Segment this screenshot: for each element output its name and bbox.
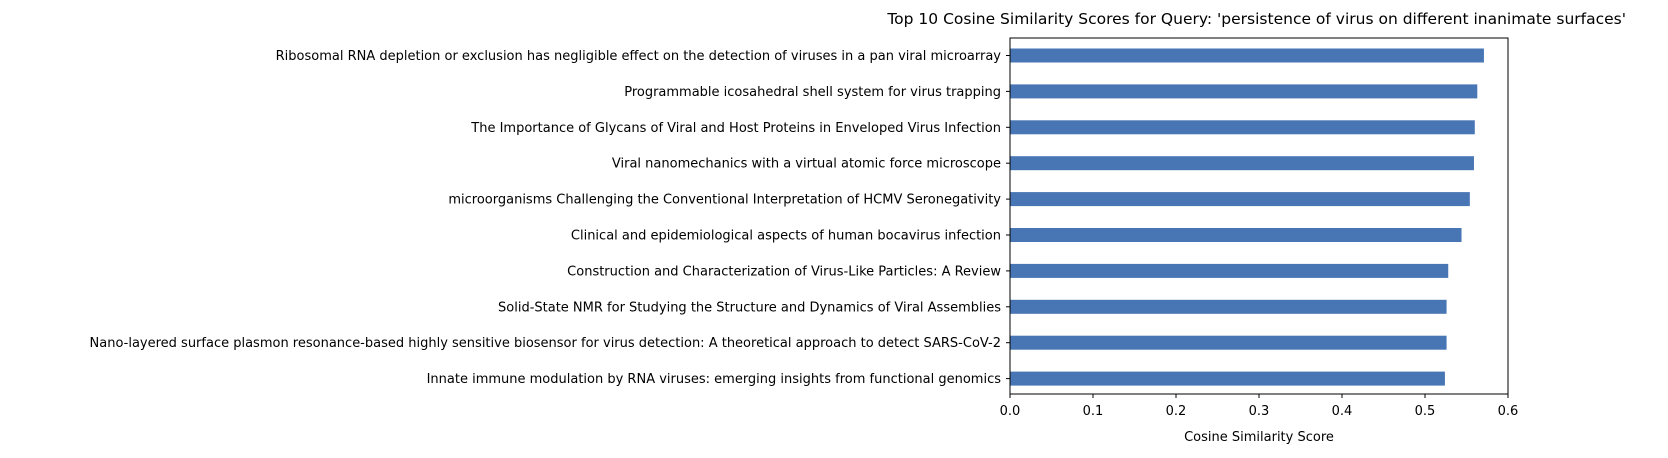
chart-title: Top 10 Cosine Similarity Scores for Quer… xyxy=(886,10,1626,28)
bar xyxy=(1010,299,1447,314)
bar xyxy=(1010,156,1474,171)
bar xyxy=(1010,371,1445,386)
bar xyxy=(1010,48,1484,63)
bar xyxy=(1010,192,1470,207)
category-label: Programmable icosahedral shell system fo… xyxy=(624,85,1001,100)
bar xyxy=(1010,263,1449,278)
category-label: Innate immune modulation by RNA viruses:… xyxy=(427,372,1002,387)
bars-group xyxy=(1010,48,1484,386)
category-label: microorganisms Challenging the Conventio… xyxy=(448,193,1001,208)
category-label: Viral nanomechanics with a virtual atomi… xyxy=(612,157,1001,172)
category-label: Ribosomal RNA depletion or exclusion has… xyxy=(276,49,1002,64)
category-label: Solid-State NMR for Studying the Structu… xyxy=(498,300,1001,315)
x-tick-label: 0.1 xyxy=(1083,404,1104,419)
bar xyxy=(1010,120,1475,135)
x-tick-label: 0.2 xyxy=(1166,404,1187,419)
bar xyxy=(1010,228,1462,242)
x-axis: 0.0 0.1 0.2 0.3 0.4 0.5 0.6 xyxy=(1000,394,1519,419)
category-label: Nano-layered surface plasmon resonance-b… xyxy=(90,336,1001,351)
x-tick-label: 0.3 xyxy=(1249,404,1270,419)
category-label: The Importance of Glycans of Viral and H… xyxy=(470,121,1001,136)
x-axis-title: Cosine Similarity Score xyxy=(1184,430,1334,445)
x-tick-label: 0.4 xyxy=(1332,404,1353,419)
bar xyxy=(1010,84,1478,99)
category-label: Clinical and epidemiological aspects of … xyxy=(571,229,1001,244)
category-labels: Ribosomal RNA depletion or exclusion has… xyxy=(90,49,1010,387)
plot-frame xyxy=(1009,37,1509,395)
x-tick-label: 0.6 xyxy=(1498,404,1519,419)
x-tick-label: 0.0 xyxy=(1000,404,1021,419)
category-label: Construction and Characterization of Vir… xyxy=(567,264,1001,279)
x-tick-label: 0.5 xyxy=(1415,404,1436,419)
bar xyxy=(1010,335,1447,350)
